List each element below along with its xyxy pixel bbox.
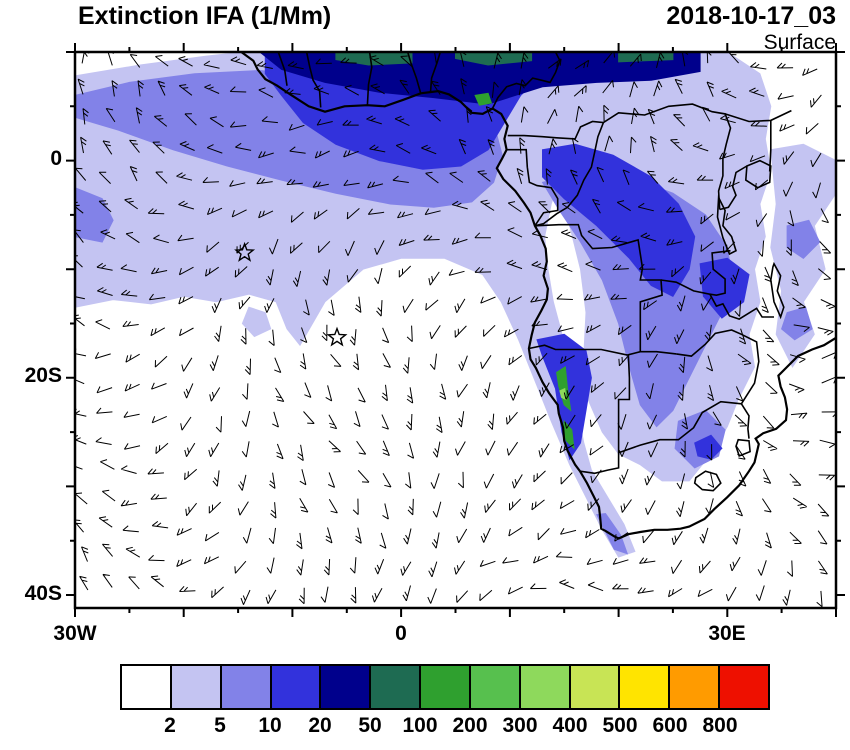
colorbar-cell bbox=[470, 666, 521, 708]
colorbar-level-label: 400 bbox=[552, 714, 588, 737]
shaded-region bbox=[559, 387, 567, 401]
colorbar-cell bbox=[570, 666, 621, 708]
colorbar-level-label: 20 bbox=[308, 714, 332, 737]
colorbar bbox=[120, 664, 770, 710]
colorbar-level-label: 5 bbox=[214, 714, 226, 737]
colorbar-cell bbox=[321, 666, 372, 708]
colorbar-level-label: 800 bbox=[702, 714, 738, 737]
colorbar-level-label: 10 bbox=[258, 714, 282, 737]
map-plot bbox=[55, 32, 850, 628]
colorbar-labels: 2 5 10 20 50 100 200 300 400 500 600 800 bbox=[0, 714, 850, 744]
xtick-label-30w: 30W bbox=[53, 622, 97, 645]
xtick-label-0: 0 bbox=[395, 622, 407, 645]
shaded-region bbox=[455, 52, 533, 66]
ytick-label-20s: 20S bbox=[24, 364, 62, 387]
star-marker bbox=[326, 326, 348, 347]
colorbar-level-label: 50 bbox=[358, 714, 382, 737]
colorbar-cell bbox=[620, 666, 671, 708]
colorbar-cell bbox=[122, 666, 172, 708]
datetime-label: 2018-10-17_03 bbox=[666, 2, 836, 30]
shaded-region bbox=[694, 434, 723, 460]
colorbar-cell bbox=[171, 666, 222, 708]
colorbar-cell bbox=[670, 666, 721, 708]
coastline bbox=[240, 52, 836, 540]
ytick-label-40s: 40S bbox=[24, 582, 62, 605]
colorbar-cell bbox=[371, 666, 422, 708]
plot-title: Extinction IFA (1/Mm) bbox=[78, 2, 332, 30]
shaded-region bbox=[241, 306, 272, 338]
star-marker bbox=[234, 241, 256, 262]
colorbar-cell bbox=[421, 666, 471, 708]
shaded-region bbox=[75, 187, 114, 243]
colorbar-cell bbox=[720, 666, 768, 708]
axis-ticks bbox=[66, 43, 845, 617]
wind-barbs bbox=[75, 52, 836, 608]
colorbar-cell bbox=[520, 666, 571, 708]
shaded-region bbox=[335, 52, 413, 66]
shaded-region bbox=[596, 512, 629, 555]
colorbar-cell bbox=[221, 666, 272, 708]
shaded-region bbox=[474, 92, 493, 106]
ytick-label-0: 0 bbox=[50, 147, 62, 170]
country-borders bbox=[277, 52, 792, 492]
shaded-region bbox=[786, 219, 821, 259]
colorbar-level-label: 300 bbox=[502, 714, 538, 737]
shaded-region bbox=[542, 143, 696, 297]
colorbar-level-label: 600 bbox=[652, 714, 688, 737]
colorbar-level-label: 200 bbox=[452, 714, 488, 737]
xtick-label-30e: 30E bbox=[708, 622, 746, 645]
colorbar-level-label: 2 bbox=[164, 714, 176, 737]
map-canvas bbox=[66, 43, 845, 617]
colorbar-level-label: 100 bbox=[402, 714, 438, 737]
colorbar-cell bbox=[271, 666, 322, 708]
colorbar-level-label: 500 bbox=[602, 714, 638, 737]
shaded-region bbox=[618, 52, 674, 63]
